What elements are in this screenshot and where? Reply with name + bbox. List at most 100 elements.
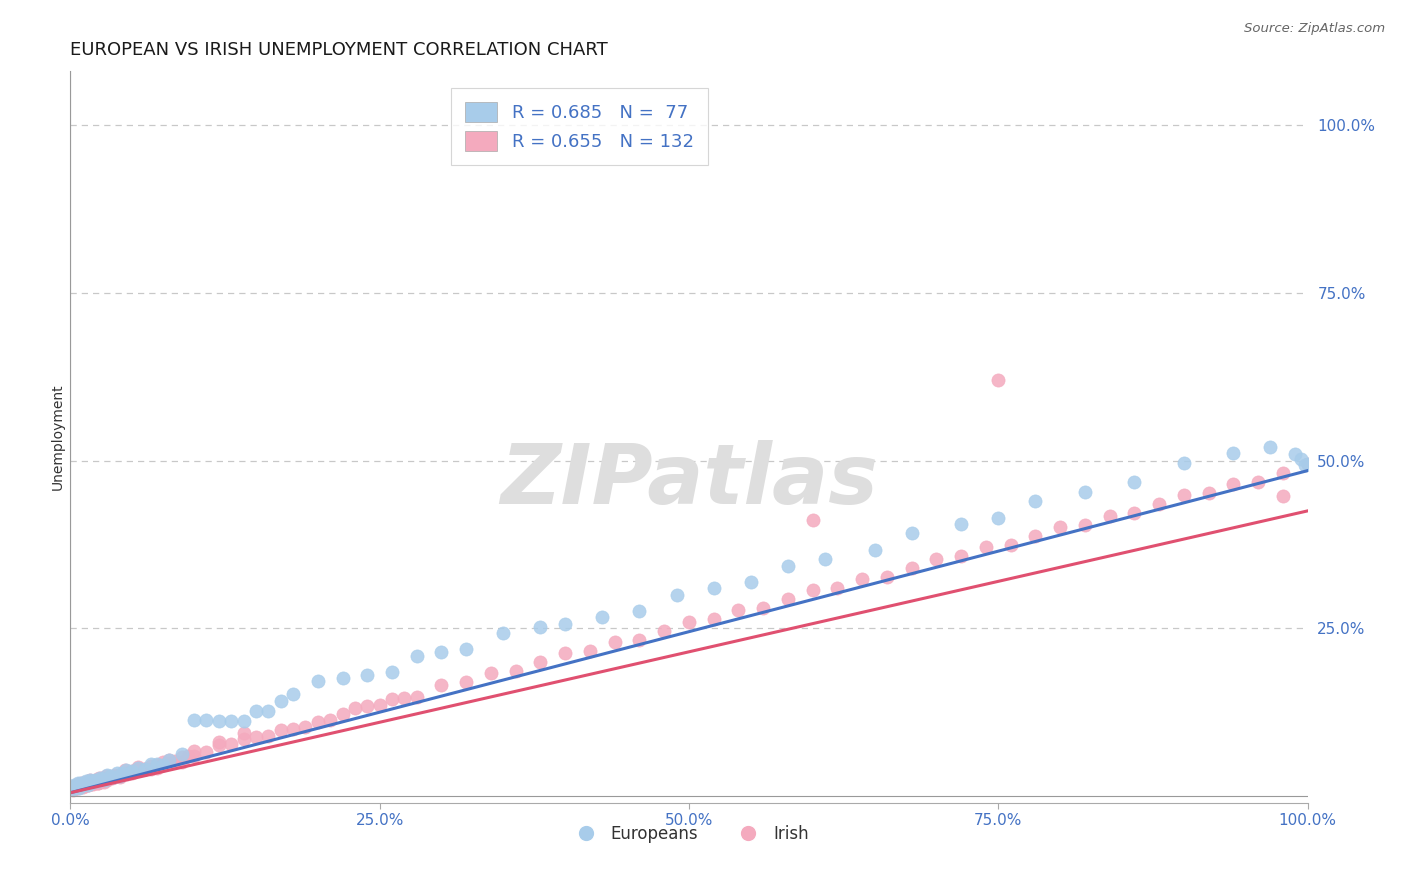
Point — [703, 612, 725, 626]
Point — [479, 666, 502, 681]
Point — [1173, 456, 1195, 470]
Point — [121, 764, 143, 778]
Point — [727, 603, 749, 617]
Point — [1098, 508, 1121, 523]
Point — [82, 777, 104, 791]
Point — [96, 769, 118, 783]
Point — [114, 764, 136, 778]
Point — [900, 560, 922, 574]
Point — [368, 698, 391, 713]
Point — [83, 775, 105, 789]
Point — [752, 601, 775, 615]
Point — [103, 770, 125, 784]
Point — [84, 774, 107, 789]
Point — [69, 780, 91, 794]
Point — [67, 780, 90, 795]
Point — [115, 767, 138, 781]
Point — [257, 704, 280, 718]
Point — [93, 774, 115, 789]
Point — [356, 668, 378, 682]
Point — [121, 765, 143, 780]
Point — [89, 772, 111, 787]
Point — [703, 582, 725, 596]
Point — [108, 770, 131, 784]
Point — [208, 739, 231, 753]
Point — [405, 690, 427, 704]
Point — [90, 774, 112, 789]
Point — [79, 776, 101, 790]
Point — [77, 776, 100, 790]
Point — [356, 699, 378, 714]
Point — [63, 778, 86, 792]
Point — [776, 558, 799, 573]
Point — [94, 772, 117, 787]
Point — [79, 773, 101, 788]
Point — [974, 541, 997, 555]
Point — [72, 779, 94, 793]
Point — [134, 762, 156, 776]
Point — [1198, 486, 1220, 500]
Point — [111, 766, 134, 780]
Point — [62, 780, 84, 794]
Text: EUROPEAN VS IRISH UNEMPLOYMENT CORRELATION CHART: EUROPEAN VS IRISH UNEMPLOYMENT CORRELATI… — [70, 41, 607, 59]
Point — [232, 726, 254, 740]
Point — [62, 781, 84, 796]
Point — [554, 646, 576, 660]
Point — [98, 770, 121, 784]
Point — [69, 778, 91, 792]
Point — [505, 664, 527, 678]
Point — [270, 723, 292, 737]
Point — [101, 772, 124, 786]
Point — [70, 776, 93, 790]
Point — [139, 759, 162, 773]
Point — [827, 581, 849, 595]
Point — [208, 735, 231, 749]
Point — [1291, 451, 1313, 466]
Point — [73, 776, 96, 790]
Point — [851, 572, 873, 586]
Point — [405, 648, 427, 663]
Point — [152, 755, 174, 769]
Point — [127, 760, 149, 774]
Point — [1123, 475, 1146, 490]
Point — [65, 780, 87, 794]
Point — [579, 644, 602, 658]
Point — [75, 778, 97, 792]
Point — [876, 569, 898, 583]
Point — [72, 780, 94, 795]
Point — [157, 753, 180, 767]
Point — [70, 776, 93, 790]
Point — [87, 771, 110, 785]
Point — [814, 552, 837, 566]
Point — [394, 690, 416, 705]
Point — [492, 626, 515, 640]
Point — [381, 665, 404, 679]
Point — [319, 713, 342, 727]
Point — [270, 694, 292, 708]
Point — [89, 771, 111, 785]
Point — [1147, 498, 1170, 512]
Point — [96, 768, 118, 782]
Point — [127, 761, 149, 775]
Point — [1271, 490, 1294, 504]
Point — [73, 776, 96, 790]
Legend: Europeans, Irish: Europeans, Irish — [562, 818, 815, 849]
Point — [1173, 488, 1195, 502]
Point — [115, 766, 138, 780]
Point — [121, 764, 143, 779]
Point — [65, 780, 87, 794]
Point — [86, 774, 108, 789]
Point — [987, 373, 1010, 387]
Point — [96, 772, 118, 786]
Point — [183, 744, 205, 758]
Point — [105, 769, 128, 783]
Point — [80, 776, 103, 790]
Text: Source: ZipAtlas.com: Source: ZipAtlas.com — [1244, 22, 1385, 36]
Point — [678, 615, 700, 629]
Point — [281, 722, 304, 736]
Point — [108, 769, 131, 783]
Point — [79, 772, 101, 787]
Point — [232, 714, 254, 728]
Point — [652, 624, 675, 638]
Point — [91, 771, 114, 785]
